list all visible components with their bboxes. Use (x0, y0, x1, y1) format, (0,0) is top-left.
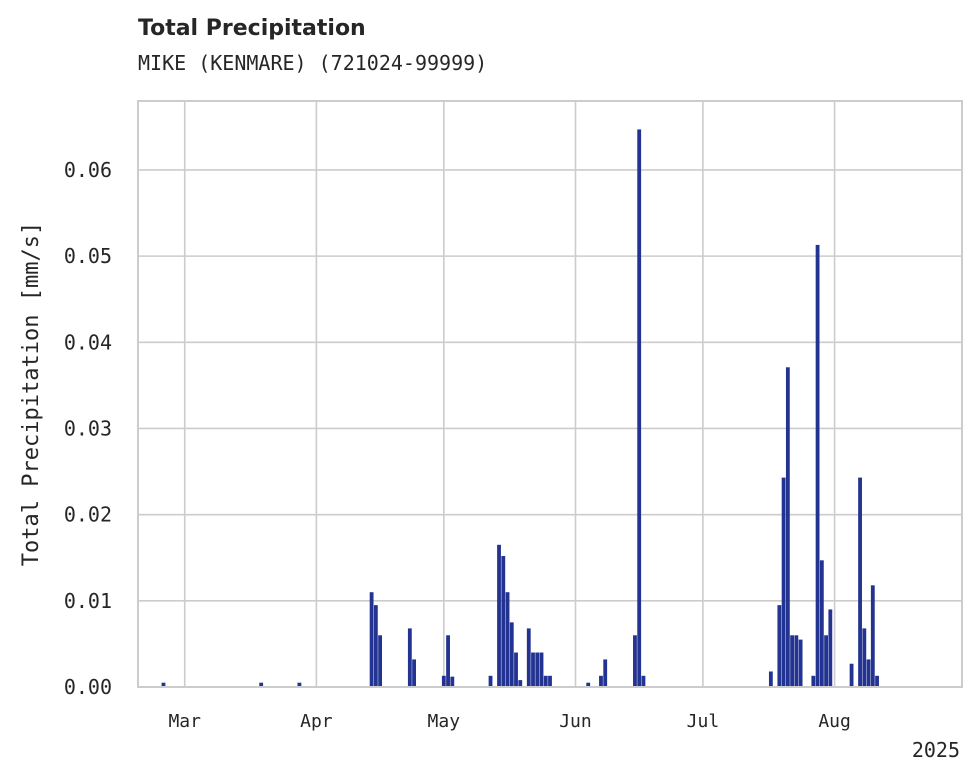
precipitation-bar (828, 609, 833, 687)
precipitation-bar (866, 659, 871, 687)
precipitation-bar (781, 477, 786, 687)
precipitation-bar (633, 635, 637, 687)
y-axis-label: Total Precipitation [mm/s] (19, 222, 44, 566)
y-tick-label: 0.06 (64, 158, 112, 182)
precipitation-bar (535, 652, 540, 687)
x-tick-label: Jul (687, 711, 720, 732)
precipitation-bar (875, 675, 879, 687)
precipitation-bar (497, 544, 501, 687)
precipitation-bar (548, 675, 552, 687)
precipitation-bar (637, 129, 642, 687)
precipitation-bar (543, 675, 548, 687)
precipitation-bar (811, 675, 816, 687)
precipitation-bar (815, 244, 820, 687)
y-tick-label: 0.04 (64, 330, 112, 354)
chart-title: Total Precipitation (138, 16, 366, 41)
precipitation-bar (518, 680, 523, 687)
precipitation-bar (531, 652, 535, 687)
precipitation-bar (870, 585, 875, 687)
precipitation-bar (514, 652, 518, 687)
precipitation-bar (488, 675, 493, 687)
precipitation-bar (412, 659, 416, 687)
precipitation-bar (526, 628, 531, 687)
precipitation-bar (599, 675, 603, 687)
precipitation-bar (407, 628, 412, 687)
x-tick-label: Aug (818, 711, 851, 732)
precipitation-bar (798, 639, 803, 687)
precipitation-bar (378, 635, 383, 687)
precipitation-bar (777, 605, 782, 687)
x-tick-label: Jun (559, 711, 592, 732)
precipitation-bar (768, 671, 773, 687)
precipitation-bars (161, 129, 879, 687)
precipitation-bar (297, 682, 302, 687)
precipitation-bar (509, 622, 514, 687)
precipitation-bar (441, 675, 446, 687)
precipitation-bar (539, 652, 544, 687)
precipitation-bar (794, 635, 799, 687)
x-tick-label: Apr (300, 711, 333, 732)
y-axis-ticks: 0.00 0.01 0.02 0.03 0.04 0.05 0.06 (64, 158, 112, 699)
plot-frame (137, 100, 963, 688)
precipitation-bar (446, 635, 450, 687)
precipitation-bar (501, 556, 506, 687)
precipitation-bar (603, 659, 608, 687)
y-tick-label: 0.05 (64, 244, 112, 268)
precipitation-bar (790, 635, 795, 687)
precipitation-bar (373, 605, 378, 687)
precipitation-bar (259, 682, 264, 687)
x-axis-year-label: 2025 (912, 738, 960, 762)
x-tick-label: Mar (168, 711, 201, 732)
precipitation-bar (450, 676, 455, 687)
y-tick-label: 0.02 (64, 503, 112, 527)
precipitation-bar (858, 477, 862, 687)
y-tick-label: 0.03 (64, 416, 112, 440)
precipitation-bar (862, 628, 867, 687)
x-tick-label: May (428, 711, 461, 732)
y-tick-label: 0.01 (64, 589, 112, 613)
precipitation-bar (641, 675, 646, 687)
precipitation-bar (586, 682, 591, 687)
precipitation-bar (161, 682, 166, 687)
chart-subtitle: MIKE (KENMARE) (721024-99999) (138, 51, 488, 75)
y-tick-label: 0.00 (64, 675, 112, 699)
precipitation-bar (849, 663, 854, 687)
precipitation-bar (505, 592, 510, 687)
precipitation-bar (824, 635, 828, 687)
grid-lines (138, 101, 962, 688)
x-axis-ticks: Mar Apr May Jun Jul Aug (168, 711, 850, 732)
precipitation-bar (819, 560, 824, 687)
precipitation-bar (785, 367, 790, 687)
precipitation-bar (369, 592, 374, 687)
